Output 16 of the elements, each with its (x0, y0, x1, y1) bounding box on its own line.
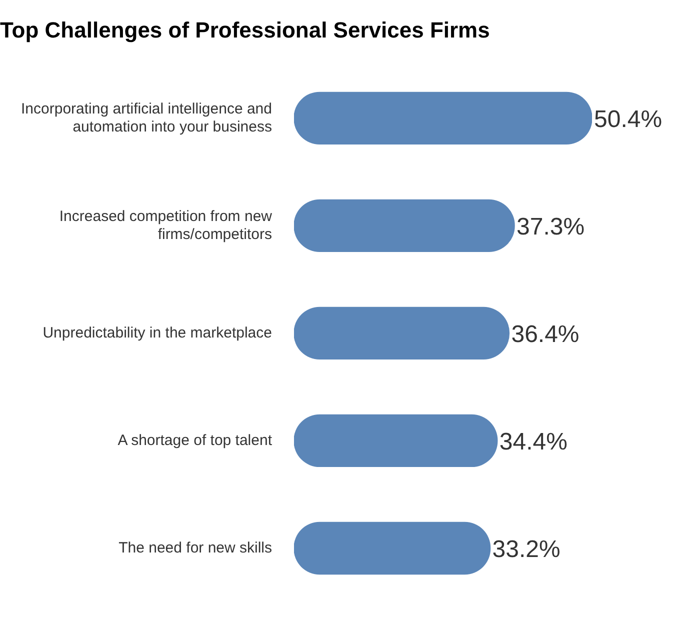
chart-title: Top Challenges of Professional Services Firms (0, 17, 490, 42)
y-tick-label: The need for new skills (118, 539, 272, 556)
data-label: 50.4% (594, 106, 662, 133)
data-label: 37.3% (516, 213, 585, 240)
data-label: 33.2% (492, 536, 560, 563)
bar (294, 199, 515, 252)
bar (294, 414, 498, 468)
y-tick-label: Incorporating artificial intelligence and automation into your business (21, 100, 272, 136)
y-tick-label: Increased competition from new firms/competitors (59, 208, 272, 243)
y-tick-label: Unpredictability in the marketplace (42, 324, 272, 342)
data-label: 36.4% (511, 320, 580, 348)
bar (294, 522, 491, 575)
bar (294, 306, 510, 360)
bar (294, 92, 592, 144)
data-label: 34.4% (499, 428, 568, 456)
y-tick-label: A shortage of top talent (118, 432, 273, 449)
